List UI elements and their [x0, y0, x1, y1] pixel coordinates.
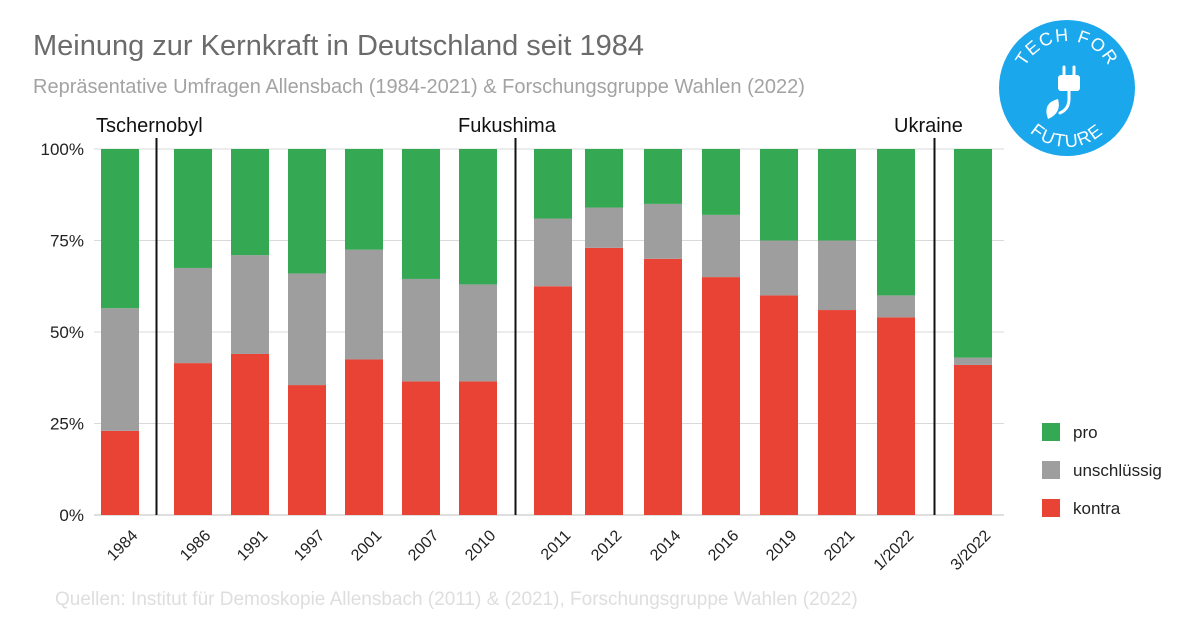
- x-tick-label: 2019: [763, 527, 800, 564]
- x-tick-label: 2011: [538, 527, 574, 563]
- bar-kontra: [459, 381, 497, 515]
- bar-kontra: [174, 363, 212, 515]
- bar-pro: [585, 149, 623, 208]
- x-tick-label: 3/2022: [948, 527, 995, 574]
- legend-swatch-unschlüssig: [1042, 461, 1060, 479]
- bar-pro: [231, 149, 269, 256]
- bar-pro: [288, 149, 326, 274]
- bar-kontra: [585, 247, 623, 515]
- y-tick-label: 50%: [50, 323, 84, 342]
- x-tick-label: 2001: [348, 527, 385, 564]
- x-tick-label: 2014: [647, 527, 684, 564]
- bar-kontra: [402, 381, 440, 515]
- x-tick-label: 1986: [177, 527, 214, 564]
- legend-swatch-kontra: [1042, 499, 1060, 517]
- chart-title: Meinung zur Kernkraft in Deutschland sei…: [33, 30, 644, 62]
- bar-pro: [459, 149, 497, 285]
- bar-kontra: [345, 359, 383, 515]
- bar-pro: [702, 149, 740, 215]
- y-tick-label: 0%: [59, 506, 84, 525]
- bar-unschlüssig: [459, 284, 497, 382]
- legend: pro unschlüssig kontra: [1042, 423, 1162, 518]
- event-label: Ukraine: [894, 115, 963, 137]
- bar-unschlüssig: [402, 278, 440, 382]
- bar-unschlüssig: [954, 357, 992, 365]
- x-tick-label: 2012: [588, 527, 625, 564]
- bar-unschlüssig: [345, 249, 383, 360]
- bar-unschlüssig: [644, 203, 682, 259]
- event-markers: Tschernobyl Fukushima Ukraine: [96, 115, 963, 515]
- y-tick-label: 75%: [50, 232, 84, 251]
- legend-label-pro: pro: [1073, 423, 1098, 442]
- plug-leaf-icon: [1046, 65, 1080, 119]
- bar-unschlüssig: [288, 273, 326, 386]
- bar-pro: [345, 149, 383, 250]
- x-tick-label: 1997: [291, 527, 328, 564]
- bar-kontra: [101, 430, 139, 515]
- bars: [101, 149, 992, 515]
- legend-swatch-pro: [1042, 423, 1060, 441]
- bar-unschlüssig: [760, 240, 798, 296]
- bar-kontra: [534, 286, 572, 515]
- x-tick-label: 1984: [104, 527, 141, 564]
- bar-kontra: [760, 295, 798, 515]
- bar-pro: [402, 149, 440, 279]
- bar-kontra: [644, 258, 682, 515]
- source-note: Quellen: Institut für Demoskopie Allensb…: [55, 589, 858, 610]
- x-tick-label: 1991: [234, 527, 271, 564]
- legend-label-kontra: kontra: [1073, 499, 1121, 518]
- bar-unschlüssig: [877, 295, 915, 318]
- x-tick-label: 2021: [821, 527, 858, 564]
- event-label: Fukushima: [458, 115, 557, 137]
- bar-unschlüssig: [818, 240, 856, 311]
- bar-pro: [818, 149, 856, 241]
- bar-unschlüssig: [702, 214, 740, 278]
- bar-kontra: [231, 353, 269, 515]
- bar-pro: [644, 149, 682, 204]
- bar-kontra: [877, 317, 915, 515]
- bar-unschlüssig: [585, 207, 623, 248]
- y-tick-label: 100%: [41, 140, 84, 159]
- x-tick-label: 2016: [705, 527, 742, 564]
- bar-pro: [534, 149, 572, 219]
- bar-unschlüssig: [231, 255, 269, 354]
- bar-unschlüssig: [534, 218, 572, 287]
- x-tick-label: 2007: [405, 527, 442, 564]
- bar-kontra: [288, 385, 326, 515]
- bar-pro: [101, 149, 139, 309]
- legend-label-unschlüssig: unschlüssig: [1073, 461, 1162, 480]
- x-tick-label: 2010: [462, 527, 499, 564]
- bar-pro: [877, 149, 915, 296]
- tech-for-future-logo: TECH FOR FUTURE: [999, 20, 1135, 156]
- bar-pro: [760, 149, 798, 241]
- bar-kontra: [954, 364, 992, 515]
- y-tick-label: 25%: [50, 415, 84, 434]
- bar-kontra: [702, 277, 740, 515]
- x-tick-label: 1/2022: [871, 527, 918, 574]
- bar-pro: [174, 149, 212, 268]
- bar-unschlüssig: [101, 308, 139, 431]
- bar-kontra: [818, 310, 856, 515]
- event-label: Tschernobyl: [96, 115, 203, 137]
- bar-pro: [954, 149, 992, 358]
- chart-subtitle: Repräsentative Umfragen Allensbach (1984…: [33, 76, 805, 98]
- bar-unschlüssig: [174, 267, 212, 364]
